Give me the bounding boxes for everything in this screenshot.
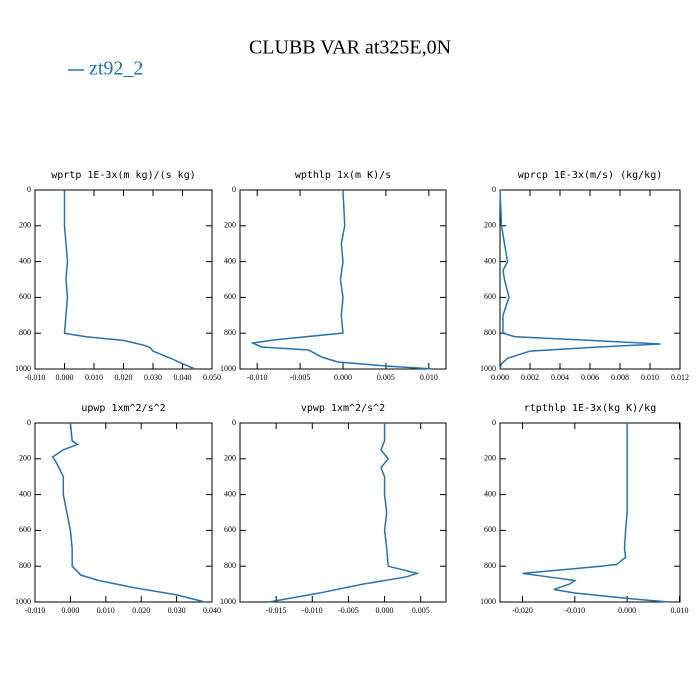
x-tick-label: 0.000 [376, 606, 394, 615]
panel-title: vpwp 1xm^2/s^2 [301, 403, 385, 414]
y-tick-label: 800 [19, 328, 31, 337]
y-tick-label: 200 [224, 454, 236, 463]
x-tick-label: -0.010 [302, 606, 323, 615]
x-tick-label: 0.010 [641, 373, 659, 382]
y-tick-label: 0 [232, 185, 236, 194]
x-tick-label: 0.000 [491, 373, 509, 382]
x-tick-label: 0.040 [203, 606, 221, 615]
profile-line [51, 422, 206, 603]
y-tick-label: 1000 [15, 364, 31, 373]
profile-line [499, 189, 661, 370]
y-tick-label: 1000 [15, 597, 31, 606]
y-tick-label: 400 [224, 489, 236, 498]
x-tick-label: 0.004 [551, 373, 569, 382]
panel-title: rtpthlp 1E-3x(kg K)/kg [524, 403, 656, 414]
x-tick-label: -0.015 [266, 606, 287, 615]
x-tick-label: 0.000 [56, 373, 74, 382]
x-tick-label: 0.040 [174, 373, 192, 382]
x-tick-label: 0.008 [611, 373, 629, 382]
y-tick-label: 200 [19, 221, 31, 230]
plot-frame [499, 422, 681, 603]
y-tick-label: 600 [484, 292, 496, 301]
y-tick-label: 200 [224, 221, 236, 230]
x-tick-label: 0.000 [61, 606, 79, 615]
profile-line [63, 190, 196, 370]
profile-line [268, 423, 420, 603]
y-tick-label: 400 [19, 489, 31, 498]
x-tick-label: 0.012 [671, 373, 689, 382]
profile-line [522, 423, 670, 603]
panel-title: wprtp 1E-3x(m kg)/(s kg) [51, 170, 196, 181]
x-tick-label: 0.020 [132, 606, 150, 615]
x-tick-label: 0.030 [144, 373, 162, 382]
plot-frame [239, 189, 447, 370]
x-tick-label: -0.010 [564, 606, 585, 615]
legend-label: zt92_2 [89, 58, 143, 80]
y-tick-label: 200 [484, 454, 496, 463]
x-tick-label: 0.010 [670, 606, 688, 615]
x-tick-label: -0.005 [338, 606, 359, 615]
y-tick-label: 800 [224, 328, 236, 337]
y-tick-label: 1000 [220, 364, 236, 373]
x-tick-label: 0.010 [420, 373, 438, 382]
y-tick-label: 200 [19, 454, 31, 463]
panel-title: upwp 1xm^2/s^2 [81, 403, 165, 414]
y-tick-label: 400 [484, 489, 496, 498]
x-tick-label: 0.050 [203, 373, 221, 382]
y-tick-label: 200 [484, 221, 496, 230]
x-tick-label: 0.005 [412, 606, 430, 615]
y-tick-label: 600 [19, 292, 31, 301]
y-tick-label: 0 [492, 418, 496, 427]
figure-title: CLUBB VAR at325E,0N [249, 37, 451, 59]
y-tick-label: 0 [27, 418, 31, 427]
x-tick-label: 0.000 [334, 373, 352, 382]
x-tick-label: -0.020 [512, 606, 533, 615]
y-tick-label: 600 [19, 525, 31, 534]
x-tick-label: 0.006 [581, 373, 599, 382]
x-tick-label: 0.020 [115, 373, 133, 382]
x-tick-label: 0.005 [377, 373, 395, 382]
x-tick-label: -0.010 [25, 606, 46, 615]
y-tick-label: 400 [224, 256, 236, 265]
y-tick-label: 800 [224, 561, 236, 570]
x-tick-label: -0.010 [25, 373, 46, 382]
y-tick-label: 400 [19, 256, 31, 265]
x-tick-label: -0.010 [247, 373, 268, 382]
y-tick-label: 0 [232, 418, 236, 427]
y-tick-label: 1000 [480, 597, 496, 606]
x-tick-label: 0.030 [168, 606, 186, 615]
x-tick-label: 0.010 [97, 606, 115, 615]
y-tick-label: 800 [19, 561, 31, 570]
y-tick-label: 400 [484, 256, 496, 265]
y-tick-label: 600 [484, 525, 496, 534]
y-tick-label: 800 [484, 328, 496, 337]
plot-frame [499, 189, 681, 370]
plot-frame [34, 189, 213, 370]
y-tick-label: 1000 [480, 364, 496, 373]
y-tick-label: 0 [27, 185, 31, 194]
x-tick-label: 0.000 [618, 606, 636, 615]
panel-title: wprcp 1E-3x(m/s) (kg/kg) [518, 170, 663, 181]
plot-frame [34, 422, 213, 603]
y-tick-label: 800 [484, 561, 496, 570]
y-tick-label: 600 [224, 525, 236, 534]
profile-line [250, 189, 434, 370]
y-tick-label: 0 [492, 185, 496, 194]
plot-frame [239, 422, 447, 603]
y-tick-label: 600 [224, 292, 236, 301]
x-tick-label: 0.002 [521, 373, 539, 382]
y-tick-label: 1000 [220, 597, 236, 606]
panel-title: wpthlp 1x(m K)/s [295, 170, 391, 181]
x-tick-label: 0.010 [85, 373, 103, 382]
x-tick-label: -0.005 [290, 373, 311, 382]
